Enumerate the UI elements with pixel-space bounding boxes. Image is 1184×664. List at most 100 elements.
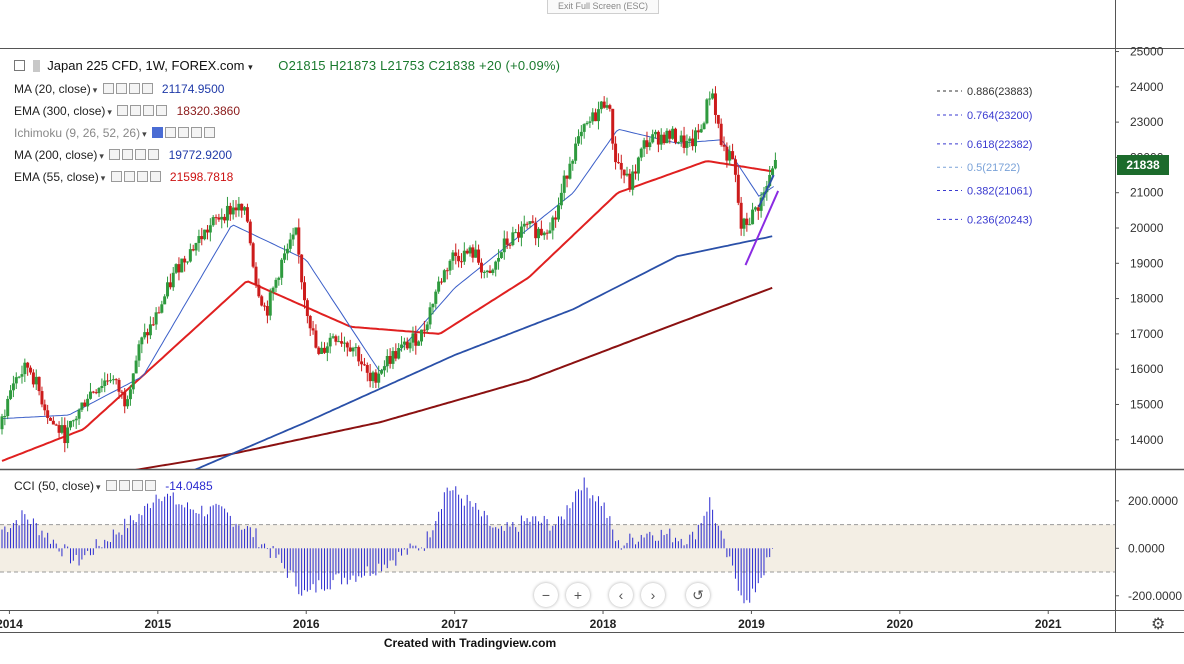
candle-down bbox=[251, 243, 255, 267]
plus-icon[interactable] bbox=[136, 171, 148, 182]
indicator-label[interactable]: MA (20, close) bbox=[14, 82, 91, 96]
close-icon[interactable] bbox=[203, 127, 215, 138]
candle-up bbox=[380, 370, 384, 374]
price-tick-label: 15000 bbox=[1130, 397, 1164, 411]
chevron-down-icon[interactable]: ▾ bbox=[248, 62, 253, 72]
chevron-down-icon[interactable]: ▾ bbox=[96, 482, 101, 492]
hidden-eye-icon[interactable] bbox=[151, 127, 163, 138]
close-icon[interactable] bbox=[149, 171, 161, 182]
candle-up bbox=[131, 373, 135, 390]
cci-tick-label: 0.0000 bbox=[1128, 541, 1165, 555]
candle-up bbox=[14, 377, 18, 384]
candle-up bbox=[748, 224, 752, 226]
candle-up bbox=[385, 355, 389, 367]
chevron-down-icon[interactable]: ▾ bbox=[142, 129, 147, 139]
candle-down bbox=[756, 207, 760, 211]
ma200-line bbox=[194, 235, 773, 469]
close-icon[interactable] bbox=[148, 149, 160, 160]
chevron-down-icon[interactable]: ▾ bbox=[92, 85, 98, 95]
chevron-down-icon[interactable]: ▾ bbox=[100, 173, 106, 183]
eye-icon[interactable] bbox=[105, 480, 117, 491]
candle-down bbox=[477, 249, 481, 263]
indicator-label[interactable]: MA (200, close) bbox=[14, 148, 98, 162]
scroll-right-button[interactable]: › bbox=[641, 583, 665, 607]
candle-down bbox=[716, 114, 720, 124]
candle-down bbox=[57, 425, 61, 433]
plus-icon[interactable] bbox=[128, 83, 140, 94]
indicator-legend-ema55[interactable]: EMA (55, close) ▾ 21598.7818 bbox=[14, 170, 233, 184]
candle-up bbox=[211, 217, 215, 226]
reset-chart-button[interactable]: ↺ bbox=[686, 583, 710, 607]
candle-down bbox=[146, 332, 150, 336]
candle-down bbox=[314, 330, 318, 348]
candle-up bbox=[562, 175, 566, 193]
candle-up bbox=[231, 207, 235, 215]
candle-down bbox=[183, 258, 187, 263]
indicator-label[interactable]: EMA (300, close) bbox=[14, 104, 106, 118]
eye-icon[interactable] bbox=[102, 83, 114, 94]
candle-up bbox=[579, 131, 583, 137]
exit-fullscreen-button[interactable]: Exit Full Screen (ESC) bbox=[547, 0, 659, 14]
eye-icon[interactable] bbox=[109, 149, 121, 160]
gear-icon[interactable] bbox=[115, 83, 127, 94]
candle-down bbox=[554, 217, 558, 220]
indicator-legend-ichimoku[interactable]: Ichimoku (9, 26, 52, 26) ▾ bbox=[14, 126, 215, 140]
candle-down bbox=[662, 134, 666, 144]
candle-up bbox=[291, 234, 295, 240]
plus-icon[interactable] bbox=[135, 149, 147, 160]
candle-down bbox=[257, 284, 261, 297]
indicator-value: 19772.9200 bbox=[168, 148, 232, 162]
indicator-legend-ma20[interactable]: MA (20, close) ▾ 21174.9500 bbox=[14, 82, 224, 96]
zoom-in-button[interactable]: + bbox=[566, 583, 590, 607]
cci-band bbox=[0, 524, 1115, 573]
fib-label: 0.618(22382) bbox=[967, 139, 1032, 151]
candle-down bbox=[725, 146, 729, 161]
time-tick-label: 2014 bbox=[0, 617, 23, 631]
collapse-icon[interactable] bbox=[14, 60, 25, 71]
scroll-left-button[interactable]: ‹ bbox=[609, 583, 633, 607]
close-icon[interactable] bbox=[141, 83, 153, 94]
cci-legend[interactable]: CCI (50, close) ▾ -14.0485 bbox=[14, 479, 213, 493]
indicator-label[interactable]: CCI (50, close) bbox=[14, 479, 95, 493]
gear-icon[interactable] bbox=[130, 105, 142, 116]
plus-icon[interactable] bbox=[190, 127, 202, 138]
candle-up bbox=[491, 269, 495, 273]
candle-down bbox=[682, 135, 686, 148]
eye-icon[interactable] bbox=[110, 171, 122, 182]
price-tick-label: 18000 bbox=[1130, 292, 1164, 306]
gear-icon[interactable] bbox=[123, 171, 135, 182]
candle-down bbox=[388, 355, 392, 364]
candle-up bbox=[654, 131, 658, 135]
candle-down bbox=[191, 249, 195, 251]
indicator-label[interactable]: Ichimoku (9, 26, 52, 26) bbox=[14, 126, 141, 140]
candle-up bbox=[425, 324, 429, 331]
chevron-down-icon[interactable]: ▾ bbox=[107, 107, 112, 117]
chevron-down-icon[interactable]: ▾ bbox=[99, 151, 104, 161]
indicator-legend-ma200[interactable]: MA (200, close) ▾ 19772.9200 bbox=[14, 148, 232, 162]
close-icon[interactable] bbox=[156, 105, 168, 116]
close-icon[interactable] bbox=[144, 480, 156, 491]
info-icon[interactable] bbox=[177, 127, 189, 138]
candle-down bbox=[457, 255, 461, 262]
symbol-label[interactable]: Japan 225 CFD, 1W, FOREX.com bbox=[47, 58, 245, 73]
candle-down bbox=[731, 151, 735, 160]
candle-up bbox=[625, 173, 629, 176]
candle-up bbox=[702, 123, 706, 130]
gear-icon[interactable] bbox=[118, 480, 130, 491]
gear-icon[interactable] bbox=[122, 149, 134, 160]
candle-up bbox=[751, 209, 755, 225]
chart-frame bbox=[0, 0, 1184, 633]
zoom-out-button[interactable]: − bbox=[534, 583, 558, 607]
candle-down bbox=[228, 205, 232, 215]
eye-icon[interactable] bbox=[117, 105, 129, 116]
candle-up bbox=[417, 341, 421, 346]
plus-icon[interactable] bbox=[131, 480, 143, 491]
candle-down bbox=[63, 425, 67, 444]
indicator-label[interactable]: EMA (55, close) bbox=[14, 170, 99, 184]
indicator-legend-ema300[interactable]: EMA (300, close) ▾ 18320.3860 bbox=[14, 104, 240, 118]
candle-up bbox=[519, 226, 523, 238]
plus-icon[interactable] bbox=[143, 105, 155, 116]
gear-icon[interactable] bbox=[164, 127, 176, 138]
candle-down bbox=[414, 333, 418, 346]
candle-up bbox=[294, 227, 298, 235]
